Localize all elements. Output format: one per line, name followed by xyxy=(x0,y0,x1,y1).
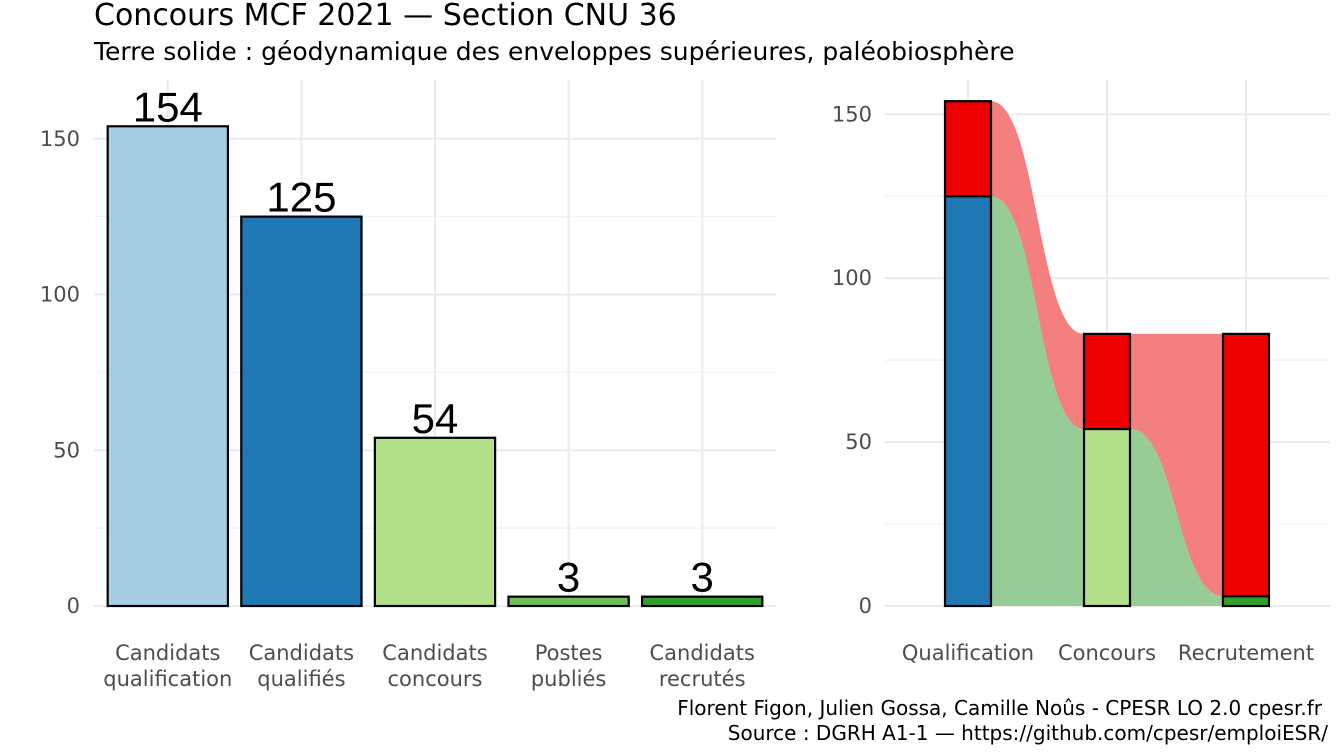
bar-value-label: 154 xyxy=(133,83,203,130)
chart-title: Concours MCF 2021 — Section CNU 36 xyxy=(94,0,677,33)
y-tick-label: 100 xyxy=(40,283,80,307)
bar-value-label: 3 xyxy=(691,554,714,601)
stacked-bar-segment xyxy=(943,100,993,198)
left-bar-chart: 050100150154Candidatsqualification125Can… xyxy=(40,80,776,691)
right-flow-chart: 0 50 100 150 Qualification Concours Recrutemen… xyxy=(832,80,1330,665)
y-tick-label: 150 xyxy=(40,127,80,151)
stacked-bar-segment xyxy=(1082,332,1132,431)
x-category-label: Qualification xyxy=(902,641,1034,665)
x-category-label: concours xyxy=(388,667,483,691)
x-category-label: Candidats xyxy=(249,641,354,665)
stacked-bar-segment xyxy=(1221,595,1271,608)
y-tick-label: 50 xyxy=(53,438,80,462)
bar xyxy=(373,436,497,608)
y-tick-label: 0 xyxy=(859,594,872,618)
stacked-bar-segment xyxy=(1221,332,1271,598)
flow-ribbon xyxy=(945,196,1269,606)
bar xyxy=(240,215,363,608)
x-category-label: Recrutement xyxy=(1178,641,1314,665)
x-category-label: Candidats xyxy=(650,641,755,665)
caption-authors: Florent Figon, Julien Gossa, Camille Noû… xyxy=(677,696,1323,720)
chart-subtitle: Terre solide : géodynamique des envelopp… xyxy=(93,37,1015,66)
y-tick-label: 150 xyxy=(832,102,872,126)
y-tick-label: 0 xyxy=(67,594,80,618)
stacked-bar-segment xyxy=(1082,427,1132,608)
bar-value-label: 3 xyxy=(557,554,580,601)
bar-value-label: 125 xyxy=(266,174,336,221)
x-category-label: publiés xyxy=(531,667,607,691)
bar xyxy=(507,595,630,608)
bar xyxy=(106,125,230,608)
x-category-label: qualification xyxy=(103,667,232,691)
y-tick-label: 100 xyxy=(832,266,872,290)
x-category-label: Postes xyxy=(535,641,603,665)
x-category-label: recrutés xyxy=(659,667,746,691)
bar-value-label: 54 xyxy=(412,395,459,442)
x-category-label: Candidats xyxy=(115,641,220,665)
caption-source: Source : DGRH A1-1 — https://github.com/… xyxy=(728,721,1328,745)
bar xyxy=(640,595,764,608)
stacked-bar-segment xyxy=(943,195,993,608)
x-category-label: Candidats xyxy=(382,641,487,665)
x-category-label: Concours xyxy=(1058,641,1156,665)
x-category-label: qualifiés xyxy=(257,667,345,691)
y-tick-label: 50 xyxy=(845,430,872,454)
